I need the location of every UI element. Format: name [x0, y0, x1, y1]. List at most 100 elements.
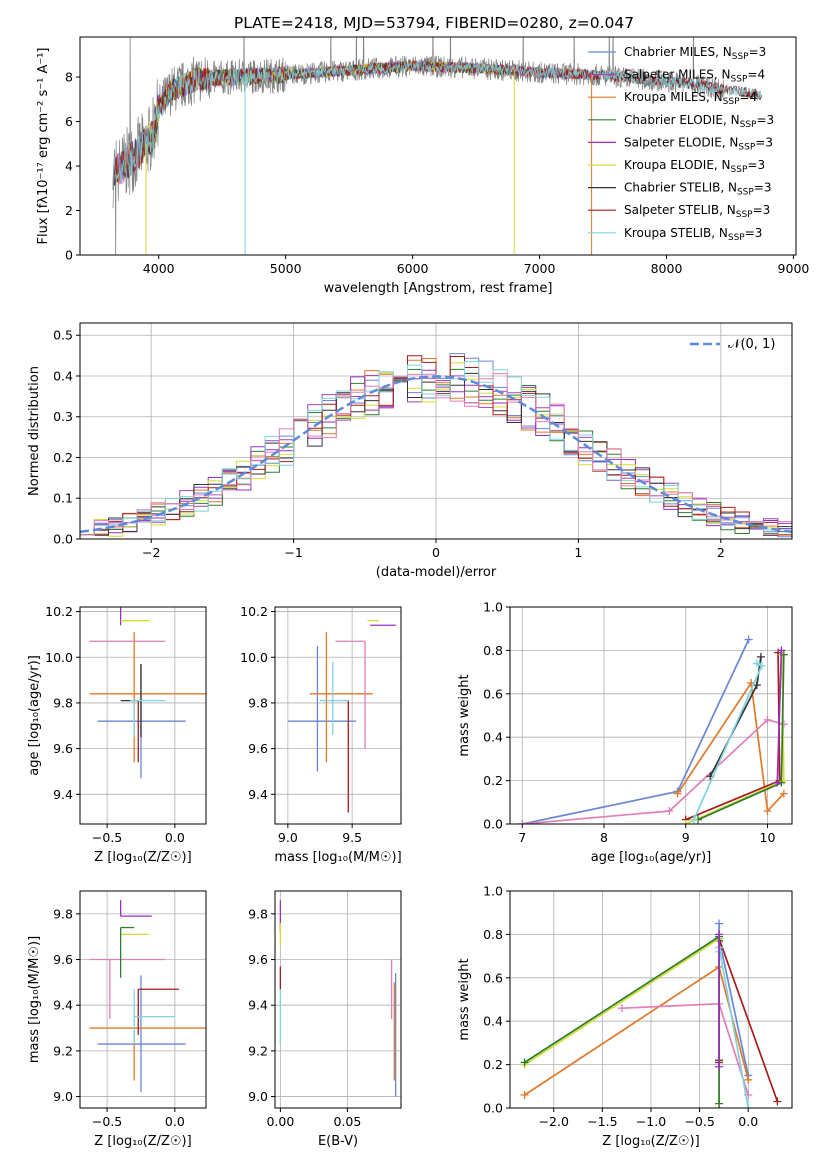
x-tick-label: 7000: [524, 261, 556, 276]
y-tick-label: 6: [65, 114, 73, 129]
x-tick-label: 8000: [651, 261, 683, 276]
y-tick-label: 9.8: [53, 695, 73, 710]
data-point: [119, 926, 135, 978]
plot-residuals: −2 −1 0 1 2 0.0 0.1 0.2 0.3 0.4 0.5 (data-model)/er…: [27, 322, 793, 580]
y-tick-label: 0.4: [483, 1014, 503, 1029]
weight-line: [621, 1002, 750, 1096]
y-tick-label: 9.4: [53, 998, 73, 1013]
plus-marker: [715, 1099, 724, 1108]
y-tick-label: 9.2: [53, 1043, 73, 1058]
y-axis-label: Normed distribution: [27, 366, 42, 496]
plus-marker: [779, 789, 788, 798]
plus-marker: [715, 930, 724, 939]
y-tick-label: 10.2: [240, 604, 268, 619]
legend-entry: Salpeter MILES, NSSP=4: [624, 68, 765, 85]
x-axis-label: wavelength [Angstrom, rest frame]: [324, 281, 553, 296]
plot-content: [279, 900, 397, 1097]
weight-line: [522, 639, 750, 824]
y-tick-label: 0.0: [483, 1101, 503, 1116]
plot-frame: [79, 606, 207, 825]
plus-marker: [665, 806, 674, 815]
x-tick-label: 0.0: [738, 1114, 758, 1129]
y-tick-label: 0.4: [483, 730, 503, 745]
plot-weight_vs_Z: −2.0 −1.5 −1.0 −0.5 0.0 0.0 0.2 0.4 0.6 0.8 1.0 Z […: [457, 884, 793, 1149]
y-tick-label: 0.0: [483, 817, 503, 832]
y-tick-label: 8: [65, 70, 73, 85]
x-tick-label: 7: [518, 830, 526, 845]
weight-series: [520, 932, 724, 1108]
legend-entry: Chabrier STELIB, NSSP=3: [624, 181, 772, 198]
plus-marker: [744, 635, 753, 644]
y-tick-label: 10.0: [45, 650, 73, 665]
y-tick-label: 0.3: [53, 409, 73, 424]
plus-marker: [773, 778, 782, 787]
data-point: [97, 664, 186, 779]
x-tick-label: 9000: [778, 261, 810, 276]
plot-frame: [509, 606, 793, 825]
histogram-series: [80, 373, 792, 536]
x-tick-label: 0.05: [333, 1114, 361, 1129]
plot-content: [287, 620, 396, 813]
y-tick-label: 1.0: [483, 884, 503, 899]
y-tick-label: 9.0: [53, 1089, 73, 1104]
plus-marker: [757, 661, 766, 670]
y-tick-label: 0.2: [483, 773, 503, 788]
y-tick-label: 9.8: [248, 906, 268, 921]
plot-frame: [274, 890, 402, 1109]
data-point: [137, 988, 179, 1035]
x-tick-label: 0.00: [266, 1114, 294, 1129]
x-tick-label: −0.5: [92, 830, 122, 845]
weight-series: [689, 659, 766, 824]
weight-series: [518, 715, 788, 824]
x-axis-label: Z [log₁₀(Z/Z☉)]: [94, 1134, 191, 1149]
y-tick-label: 0.2: [483, 1057, 503, 1072]
plot-age_vs_Z: −0.5 0.0 9.4 9.6 9.8 10.0 10.2 Z [log₁₀(Z/Z☉)] a…: [27, 604, 207, 865]
y-tick-label: 0.2: [53, 450, 73, 465]
weight-series: [715, 930, 724, 1071]
legend-entry: Kroupa MILES, NSSP=4: [624, 90, 757, 107]
y-tick-label: 9.6: [248, 741, 268, 756]
x-tick-label: −2: [142, 545, 160, 560]
y-tick-label: 9.6: [53, 952, 73, 967]
y-tick-label: 9.8: [248, 695, 268, 710]
y-axis-label: mass weight: [457, 674, 472, 756]
model-spectrum: [112, 60, 762, 190]
y-tick-label: 4: [65, 159, 73, 174]
data-point: [119, 900, 152, 917]
x-tick-label: −0.5: [684, 1114, 714, 1129]
plus-marker: [681, 820, 690, 824]
data-point: [89, 958, 166, 1019]
plus-marker: [744, 1075, 753, 1084]
y-tick-label: 9.6: [53, 741, 73, 756]
plus-marker: [518, 820, 527, 824]
weight-line: [776, 650, 783, 783]
weight-series: [681, 650, 788, 824]
y-tick-label: 0.5: [53, 328, 73, 343]
plus-marker: [744, 1104, 753, 1108]
plus-marker: [520, 1090, 529, 1099]
weight-series: [673, 678, 788, 815]
legend-entry: Chabrier ELODIE, NSSP=3: [624, 113, 774, 130]
plus-marker: [520, 1058, 529, 1067]
x-tick-label: 0.0: [165, 1114, 185, 1129]
plot-spectrum: 4000 5000 6000 7000 8000 9000 0 2 4 6 8 wavelength …: [36, 36, 810, 296]
weight-line: [709, 656, 762, 777]
plus-marker: [752, 681, 761, 690]
x-axis-label: age [log₁₀(age/yr)]: [591, 850, 712, 865]
plot-content: [89, 607, 206, 779]
y-axis-label: age [log₁₀(age/yr)]: [27, 655, 42, 776]
y-axis-label: mass weight: [457, 958, 472, 1040]
plot-mass_vs_Z: −0.5 0.0 9.0 9.2 9.4 9.6 9.8 Z [log₁₀(Z/Z☉)] mas…: [27, 890, 207, 1149]
weight-series: [520, 962, 753, 1099]
plus-marker: [756, 652, 765, 661]
plus-marker: [777, 646, 786, 655]
gaussian-curve: [80, 375, 792, 534]
weight-line: [718, 947, 750, 1108]
y-tick-label: 9.8: [53, 906, 73, 921]
weight-line: [676, 680, 785, 813]
weight-series: [518, 635, 753, 824]
plot-weight_vs_age: 7 8 9 10 0.0 0.2 0.4 0.6 0.8 1.0 age [log₁₀(age/yr…: [457, 600, 793, 865]
plus-marker: [752, 659, 761, 668]
x-tick-label: 2: [717, 545, 725, 560]
plot-frame: [79, 36, 797, 256]
